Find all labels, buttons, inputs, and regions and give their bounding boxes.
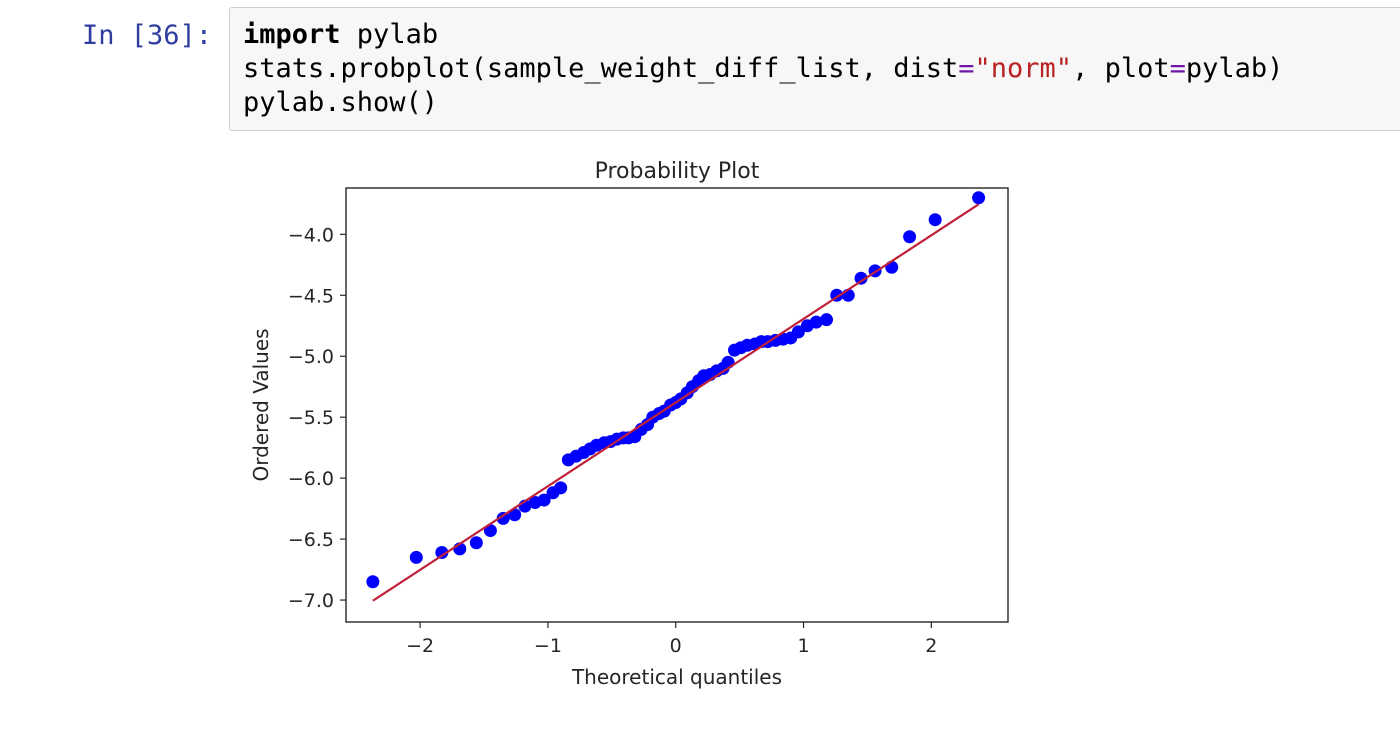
y-tick-label: −4.0	[288, 224, 334, 246]
code-line-2: stats.probplot(sample_weight_diff_list, …	[243, 53, 1283, 84]
data-point	[809, 315, 823, 329]
y-tick-label: −5.0	[288, 346, 334, 368]
operator-equals: =	[958, 53, 975, 84]
y-axis-label: Ordered Values	[249, 328, 273, 481]
data-point	[469, 536, 483, 550]
y-tick-label: −6.5	[288, 529, 334, 551]
data-point	[721, 355, 735, 369]
data-point	[854, 271, 868, 285]
keyword-import: import	[243, 19, 341, 50]
data-point	[496, 511, 510, 525]
probability-plot-chart: Probability Plot Theoretical quantiles Ord…	[249, 159, 1009, 689]
plot-area: Probability Plot Theoretical quantiles Ord…	[249, 159, 1009, 689]
y-tick-label: −4.5	[288, 285, 334, 307]
call-suffix: pylab)	[1185, 53, 1284, 84]
code-line-1: import pylab	[243, 19, 438, 50]
data-point	[483, 524, 497, 538]
string-literal: "norm"	[974, 53, 1073, 84]
data-point	[972, 191, 986, 205]
x-axis-label: Theoretical quantiles	[571, 665, 782, 689]
x-tick-label: 0	[670, 635, 682, 657]
fit-line	[372, 203, 980, 602]
chart-title: Probability Plot	[595, 159, 760, 184]
data-point	[537, 493, 551, 507]
y-tick-label: −7.0	[288, 590, 334, 612]
input-prompt: In [36]:	[82, 20, 213, 51]
data-point	[366, 575, 380, 589]
axes-frame	[345, 187, 1009, 623]
data-point	[508, 508, 522, 522]
x-tick-label: −1	[534, 635, 562, 657]
data-point	[435, 546, 449, 560]
data-point	[409, 550, 423, 564]
operator-equals: =	[1169, 53, 1186, 84]
data-point	[885, 260, 899, 274]
call-prefix: stats.probplot(sample_weight_diff_list, …	[243, 53, 959, 84]
data-point	[820, 313, 834, 327]
y-tick-label: −5.5	[288, 407, 334, 429]
data-point	[554, 481, 568, 495]
y-tick-label: −6.0	[288, 468, 334, 490]
x-tick-label: 1	[797, 635, 809, 657]
cell-output: Probability Plot Theoretical quantiles Ord…	[240, 148, 1030, 697]
data-point	[928, 213, 942, 227]
x-tick-label: 2	[925, 635, 937, 657]
code-content[interactable]: import pylab stats.probplot(sample_weigh…	[243, 18, 1283, 120]
code-line-3: pylab.show()	[243, 87, 439, 118]
code-editor[interactable]: import pylab stats.probplot(sample_weigh…	[229, 7, 1400, 131]
data-point	[903, 230, 917, 244]
import-target: pylab	[340, 19, 439, 50]
call-middle: , plot	[1072, 53, 1170, 84]
x-tick-label: −2	[406, 635, 434, 657]
